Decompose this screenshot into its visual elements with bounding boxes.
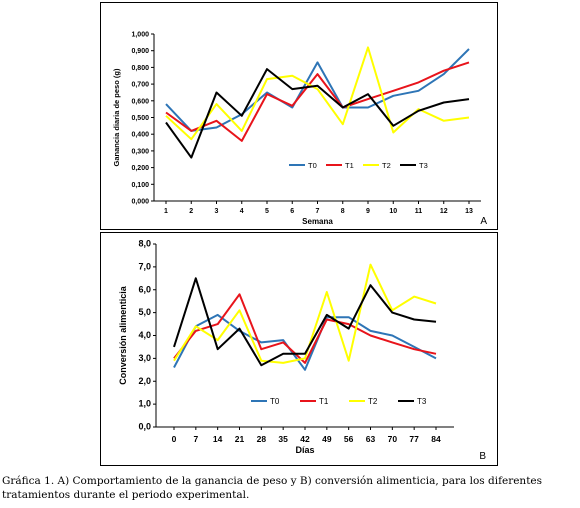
x-tick-label: 56 (344, 434, 354, 444)
legend-label-t0: T0 (308, 161, 317, 170)
chart-panel-a: 0,000 0,100 0,200 0,300 0,400 0,500 0,600 0,700… (100, 2, 498, 230)
legend-label-t1: T1 (319, 397, 329, 406)
x-tick-label: 7 (193, 434, 198, 444)
series-line-t3 (165, 68, 470, 159)
x-tick-label: 10 (389, 208, 397, 215)
y-tick-label: 6,0 (138, 284, 151, 294)
x-tick-label: 4 (240, 208, 244, 215)
series-line-t0 (165, 48, 470, 132)
y-tick-label: 0,600 (131, 98, 149, 105)
x-tick-label: 0 (172, 434, 177, 444)
x-tick-label: 2 (189, 208, 193, 215)
x-axis-title: Días (295, 445, 314, 455)
x-tick-label: 7 (316, 208, 320, 215)
x-tick-label: 63 (366, 434, 376, 444)
y-tick-label: 0,700 (131, 82, 149, 89)
legend-label-t3: T3 (419, 161, 428, 170)
x-tick-label: 35 (278, 434, 288, 444)
series-line-t2 (173, 263, 437, 364)
y-tick-label: 0,400 (131, 132, 149, 139)
y-tick-label: 0,300 (131, 148, 149, 155)
y-tick-label: 5,0 (138, 307, 151, 317)
legend-label-t3: T3 (417, 397, 427, 406)
series-line-t2 (165, 46, 470, 141)
series-line-t1 (165, 61, 470, 142)
panel-label: A (480, 216, 487, 227)
y-tick-label: 0,0 (138, 422, 151, 432)
x-tick-label: 77 (409, 434, 419, 444)
x-tick-label: 49 (322, 434, 332, 444)
y-tick-label: 4,0 (138, 330, 151, 340)
x-tick-label: 8 (341, 208, 345, 215)
y-axis-title: Ganancia diaria de peso (g) (112, 68, 121, 166)
x-tick-label: 11 (415, 208, 423, 215)
legend-label-t2: T2 (382, 161, 391, 170)
weight-gain-chart: 0,000 0,100 0,200 0,300 0,400 0,500 0,600 0,700… (112, 32, 487, 228)
y-tick-label: 8,0 (138, 239, 151, 249)
x-tick-label: 6 (290, 208, 294, 215)
y-tick-label: 0,200 (131, 165, 149, 172)
x-tick-label: 5 (265, 208, 269, 215)
y-tick-label: 1,000 (131, 32, 149, 39)
y-tick-label: 7,0 (138, 261, 151, 271)
x-tick-label: 21 (235, 434, 245, 444)
x-tick-label: 28 (257, 434, 267, 444)
x-tick-label: 14 (213, 434, 223, 444)
feed-conversion-chart: 0,0 1,0 2,0 3,0 4,0 5,0 6,0 7,0 8,0 0 7 14 21 28 35 42 4… (118, 239, 486, 463)
x-tick-label: 12 (440, 208, 448, 215)
x-tick-label: 3 (215, 208, 219, 215)
x-tick-label: 1 (164, 208, 168, 215)
y-tick-label: 0,500 (131, 115, 149, 122)
x-tick-label: 70 (388, 434, 398, 444)
y-tick-label: 0,100 (131, 182, 149, 189)
y-tick-label: 1,0 (138, 399, 151, 409)
figure-caption: Gráfica 1. A) Comportamiento de la ganan… (2, 475, 543, 501)
legend-label-t0: T0 (270, 397, 280, 406)
y-tick-label: 0,900 (131, 48, 149, 55)
y-axis-title: Conversión alimenticia (118, 285, 128, 385)
series-line-t3 (173, 277, 437, 367)
legend-label-t1: T1 (345, 161, 354, 170)
legend-label-t2: T2 (368, 397, 378, 406)
series-line-t1 (173, 293, 437, 364)
series-line-t0 (173, 313, 437, 371)
y-tick-label: 0,800 (131, 65, 149, 72)
x-tick-label: 13 (465, 208, 473, 215)
y-tick-label: 2,0 (138, 376, 151, 386)
x-tick-label: 84 (431, 434, 441, 444)
chart-panel-b: 0,0 1,0 2,0 3,0 4,0 5,0 6,0 7,0 8,0 0 7 14 21 28 35 42 4… (100, 232, 498, 466)
panel-label: B (479, 451, 486, 462)
x-axis-title: Semana (302, 217, 333, 226)
y-tick-label: 3,0 (138, 353, 151, 363)
x-tick-label: 9 (366, 208, 370, 215)
y-tick-label: 0,000 (131, 199, 149, 206)
x-tick-label: 42 (300, 434, 310, 444)
